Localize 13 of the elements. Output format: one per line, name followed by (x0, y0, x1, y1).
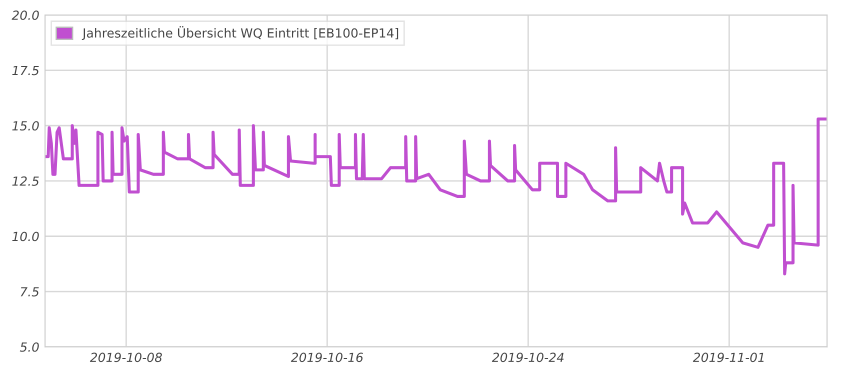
legend-label: Jahreszeitliche Übersicht WQ Eintritt [EB100-EP14] (82, 26, 398, 40)
x-tick-label: 2019-10-24 (492, 352, 564, 362)
y-tick-label: 15.0 (12, 121, 39, 131)
y-tick-label: 7.5 (20, 287, 39, 296)
y-tick-label: 10.0 (12, 232, 39, 242)
y-tick-label: 5.0 (20, 342, 39, 352)
y-tick-label: 17.5 (12, 66, 39, 76)
x-tick-label: 2019-11-01 (692, 352, 764, 362)
x-tick-label: 2019-10-16 (290, 352, 363, 362)
y-tick-label: 12.5 (12, 176, 39, 186)
x-tick-label: 2019-10-08 (90, 352, 162, 362)
line-series (45, 117, 828, 276)
y-tick-label: 20.0 (12, 10, 39, 20)
